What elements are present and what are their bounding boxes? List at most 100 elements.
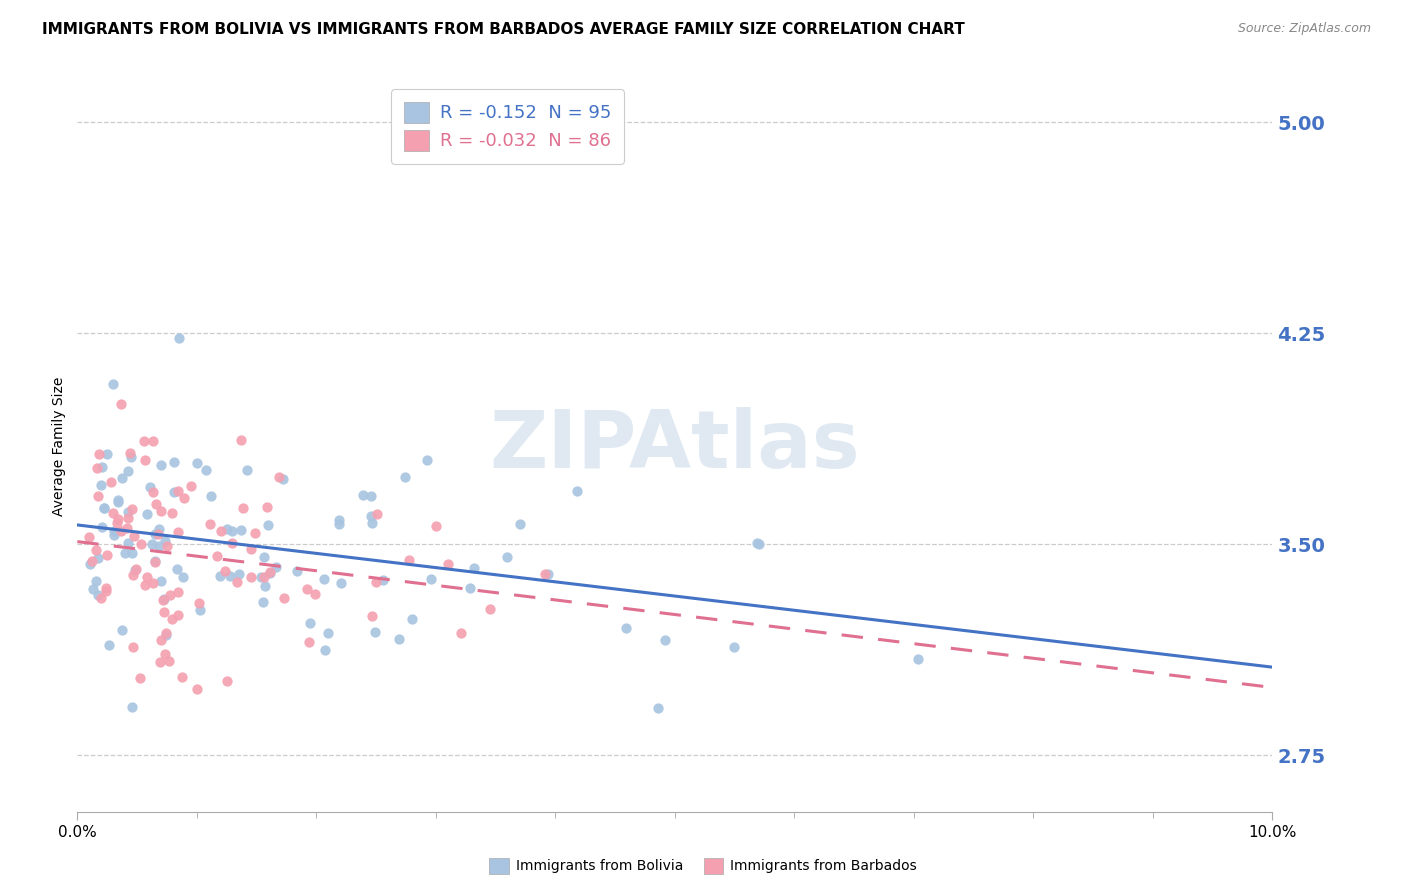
Point <box>156 539 179 553</box>
Point <box>160 612 183 626</box>
Point <box>273 472 295 486</box>
Point <box>153 592 176 607</box>
Legend: R = -0.152  N = 95, R = -0.032  N = 86: R = -0.152 N = 95, R = -0.032 N = 86 <box>391 89 624 163</box>
Point <box>654 633 676 648</box>
Point <box>143 526 166 541</box>
Point <box>120 450 142 464</box>
Point <box>229 433 252 447</box>
Point <box>226 575 249 590</box>
Point <box>142 484 165 499</box>
Point <box>101 506 124 520</box>
Point <box>90 591 112 605</box>
Point <box>565 483 588 498</box>
Point <box>647 700 669 714</box>
Point <box>312 573 335 587</box>
Point <box>149 655 172 669</box>
Point <box>252 595 274 609</box>
Point <box>363 625 385 640</box>
Point <box>124 563 146 577</box>
Point <box>111 470 134 484</box>
Point <box>463 560 485 574</box>
Point <box>166 483 188 498</box>
Point <box>96 581 118 595</box>
Point <box>364 575 387 590</box>
Point <box>122 567 145 582</box>
Point <box>96 548 118 562</box>
Point <box>167 331 190 345</box>
Point <box>166 525 188 540</box>
Point <box>96 447 118 461</box>
Point <box>398 553 420 567</box>
Point <box>167 585 190 599</box>
Point <box>186 681 208 696</box>
Point <box>155 627 177 641</box>
Point <box>218 569 240 583</box>
Point <box>103 528 125 542</box>
Point <box>314 643 336 657</box>
Point <box>110 524 132 538</box>
Point <box>142 576 165 591</box>
Point <box>170 670 193 684</box>
Point <box>215 674 238 689</box>
Point <box>747 535 769 549</box>
Point <box>93 500 115 515</box>
Point <box>401 612 423 626</box>
Point <box>361 609 384 624</box>
Point <box>240 570 263 584</box>
Point <box>122 640 145 654</box>
Point <box>748 537 770 551</box>
Point <box>217 522 239 536</box>
Point <box>198 517 221 532</box>
Point <box>360 508 382 523</box>
Point <box>128 671 150 685</box>
Point <box>111 623 134 637</box>
Point <box>84 543 107 558</box>
Point <box>458 582 481 596</box>
Point <box>232 501 254 516</box>
Point <box>163 455 186 469</box>
Point <box>259 566 281 580</box>
Point <box>150 632 173 647</box>
Text: ZIPAtlas: ZIPAtlas <box>489 407 860 485</box>
Text: Source: ZipAtlas.com: Source: ZipAtlas.com <box>1237 22 1371 36</box>
Point <box>366 507 388 521</box>
Point <box>373 573 395 587</box>
Point <box>153 533 176 548</box>
Point <box>90 460 112 475</box>
Point <box>173 491 195 506</box>
Point <box>87 447 110 461</box>
Point <box>79 557 101 571</box>
Point <box>149 574 172 588</box>
Point <box>103 524 125 538</box>
Point <box>101 377 124 392</box>
Point <box>86 461 108 475</box>
Point <box>172 570 194 584</box>
Point <box>450 626 472 640</box>
Point <box>97 638 120 652</box>
Point <box>134 578 156 592</box>
Point <box>328 513 350 527</box>
Point <box>84 574 107 588</box>
Point <box>139 480 162 494</box>
Point <box>207 549 229 563</box>
Point <box>93 501 115 516</box>
Point <box>148 522 170 536</box>
Point <box>79 530 101 544</box>
Point <box>214 564 236 578</box>
Point <box>419 572 441 586</box>
Point <box>188 596 211 610</box>
Point <box>269 469 291 483</box>
Point <box>107 495 129 509</box>
Point <box>100 475 122 490</box>
Point <box>273 591 295 605</box>
Point <box>188 602 211 616</box>
Text: IMMIGRANTS FROM BOLIVIA VS IMMIGRANTS FROM BARBADOS AVERAGE FAMILY SIZE CORRELAT: IMMIGRANTS FROM BOLIVIA VS IMMIGRANTS FR… <box>42 22 965 37</box>
Point <box>209 524 232 538</box>
Point <box>166 608 188 623</box>
Point <box>118 446 141 460</box>
Point <box>330 576 353 591</box>
Point <box>153 647 176 661</box>
Point <box>155 625 177 640</box>
Point <box>132 434 155 448</box>
Point <box>117 505 139 519</box>
